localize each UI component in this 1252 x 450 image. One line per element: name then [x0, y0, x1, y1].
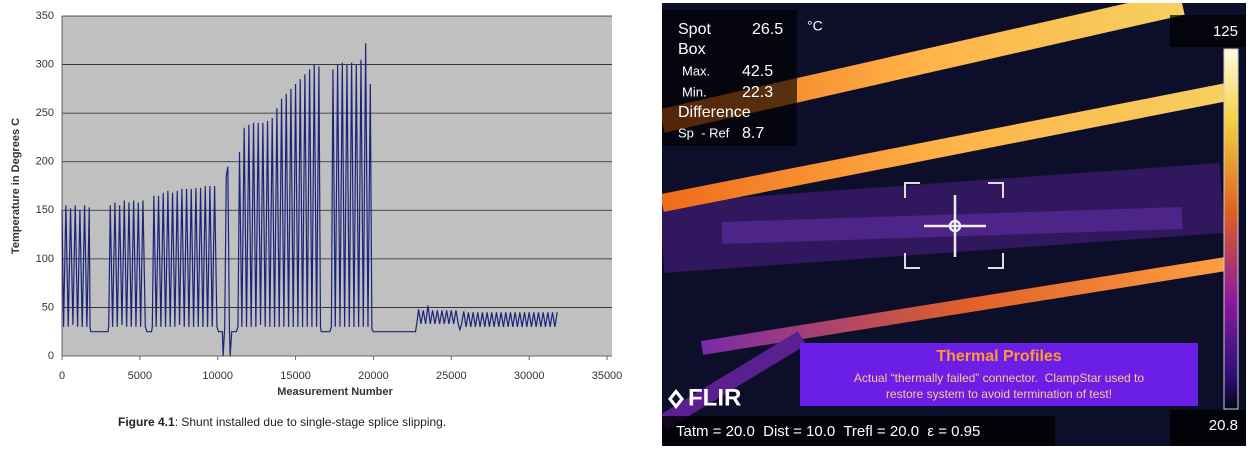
scale-max-box: [1170, 15, 1246, 47]
difference-ref: Sp - Ref: [678, 125, 730, 140]
y-tick-label: 250: [36, 107, 54, 119]
x-axis-label: Measurement Number: [277, 386, 393, 398]
measure-box: [904, 182, 1004, 269]
caption: Figure 4.1: Shunt installed due to singl…: [118, 415, 446, 429]
scale-max: 125: [1213, 23, 1238, 40]
y-tick-label: 150: [36, 204, 54, 216]
box-label: Box: [678, 41, 706, 58]
x-tick-label: 30000: [514, 370, 545, 382]
difference-label: Difference: [678, 104, 751, 121]
note-line: Actual “thermally failed” connector. Cla…: [854, 371, 1144, 385]
parameters: Tatm = 20.0 Dist = 10.0 Trefl = 20.0 ε =…: [676, 423, 980, 440]
caption-label: Figure 4.1: [118, 415, 175, 429]
y-tick-label: 200: [36, 156, 54, 168]
x-tick-label: 5000: [128, 370, 152, 382]
unit: °C: [807, 18, 823, 34]
cable-lower: [662, 331, 807, 430]
x-tick-label: 15000: [280, 370, 311, 382]
info-panel: [662, 10, 797, 146]
caption-text: : Shunt installed due to single-stage sp…: [174, 415, 447, 429]
logo-icon: [668, 389, 684, 409]
cable-middle: [662, 82, 1234, 212]
cable-bottom: [700, 256, 1234, 355]
difference-value: 8.7: [742, 125, 764, 142]
min-label: Min.: [682, 84, 707, 99]
thermal-image: Spot 26.5 °C Box Max. 42.5 Min. 22.3 Dif…: [662, 3, 1246, 446]
scale-min-box: [1170, 410, 1246, 446]
y-tick-label: 0: [48, 350, 54, 362]
spot-value: 26.5: [752, 21, 783, 38]
max-value: 42.5: [742, 63, 773, 80]
x-tick-label: 10000: [202, 370, 233, 382]
y-axis-label: Temperature in Degrees C: [10, 118, 22, 254]
note-title: Thermal Profiles: [936, 348, 1061, 365]
spot-label: Spot: [678, 21, 711, 38]
parameter-bar: [662, 416, 1055, 446]
logo: FLIR: [688, 384, 741, 411]
x-tick-label: 0: [59, 370, 65, 382]
x-tick-label: 25000: [436, 370, 467, 382]
x-tick-label: 20000: [358, 370, 389, 382]
crosshair: [924, 195, 986, 257]
x-tick-label: 35000: [592, 370, 623, 382]
y-tick-label: 100: [36, 253, 54, 265]
color-scale: [1223, 48, 1239, 410]
chart: Measurement Number Temperature in Degree…: [10, 10, 623, 398]
y-tick-label: 50: [42, 301, 54, 313]
max-label: Max.: [682, 63, 710, 78]
y-tick-label: 300: [36, 58, 54, 70]
min-value: 22.3: [742, 84, 773, 101]
note-box: [800, 343, 1198, 406]
note-line: restore system to avoid termination of t…: [886, 387, 1112, 401]
data-line: [61, 43, 558, 357]
y-tick-label: 350: [36, 10, 54, 22]
scale-min: 20.8: [1209, 417, 1238, 434]
